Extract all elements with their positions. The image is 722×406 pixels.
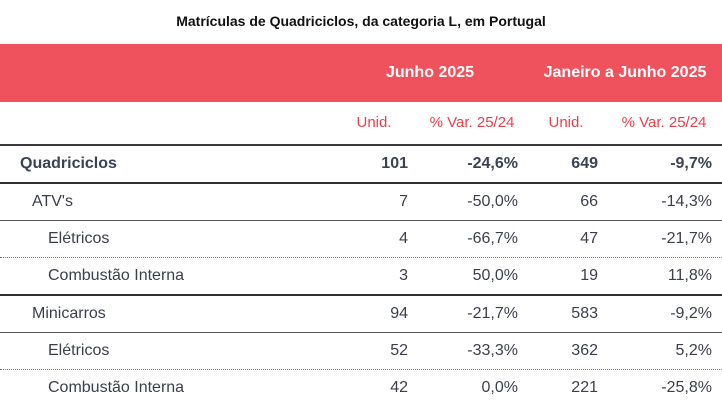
table-row-atv-combustao: Combustão Interna 3 50,0% 19 11,8% (0, 258, 722, 296)
row-label: Quadriciclos (20, 155, 117, 172)
cell-unid-june: 101 (381, 155, 408, 172)
cell-var-ytd: -25,8% (661, 379, 712, 396)
row-label: Combustão Interna (48, 379, 185, 396)
cell-unid-june: 42 (390, 379, 408, 396)
cell-unid-ytd: 649 (571, 155, 598, 172)
period-jan-june-2025: Janeiro a Junho 2025 (543, 64, 707, 81)
cell-unid-ytd: 47 (580, 230, 598, 247)
cell-unid-june: 94 (390, 305, 408, 322)
cell-var-ytd: -21,7% (661, 230, 712, 247)
cell-var-june: 50,0% (472, 267, 518, 284)
cell-var-ytd: -14,3% (661, 193, 712, 210)
cell-unid-ytd: 66 (580, 193, 598, 210)
cell-unid-june: 4 (399, 230, 408, 247)
cell-unid-ytd: 19 (580, 267, 598, 284)
col-unid-june: Unid. (356, 114, 392, 131)
cell-var-june: -21,7% (467, 305, 518, 322)
cell-var-june: -66,7% (467, 230, 518, 247)
cell-unid-ytd: 583 (571, 305, 598, 322)
cell-var-june: -50,0% (467, 193, 518, 210)
col-var-june: % Var. 25/24 (429, 114, 515, 131)
table-row-minicarros: Minicarros 94 -21,7% 583 -9,2% (0, 296, 722, 333)
period-header-band: Junho 2025 Janeiro a Junho 2025 (0, 44, 722, 102)
row-label: Elétricos (48, 342, 110, 359)
table-title: Matrículas de Quadriciclos, da categoria… (176, 13, 546, 29)
cell-unid-june: 3 (399, 267, 408, 284)
cell-var-june: -33,3% (467, 342, 518, 359)
col-unid-ytd: Unid. (548, 114, 584, 131)
column-subheader: Unid. % Var. 25/24 Unid. % Var. 25/24 (0, 102, 722, 146)
cell-unid-june: 52 (390, 342, 408, 359)
cell-var-june: 0,0% (481, 379, 518, 396)
table-row-atvs: ATV's 7 -50,0% 66 -14,3% (0, 184, 722, 221)
cell-var-ytd: 11,8% (667, 267, 712, 284)
cell-var-ytd: 5,2% (675, 342, 712, 359)
cell-unid-june: 7 (399, 193, 408, 210)
cell-var-june: -24,6% (467, 155, 518, 172)
row-label: ATV's (32, 193, 73, 210)
row-label: Minicarros (32, 305, 106, 322)
row-label: Combustão Interna (48, 267, 185, 284)
cell-unid-ytd: 362 (571, 342, 598, 359)
table-row-mini-combustao: Combustão Interna 42 0,0% 221 -25,8% (0, 370, 722, 406)
cell-var-ytd: -9,2% (670, 305, 712, 322)
table-row-atv-eletricos: Elétricos 4 -66,7% 47 -21,7% (0, 221, 722, 258)
cell-var-ytd: -9,7% (670, 155, 712, 172)
col-var-ytd: % Var. 25/24 (621, 114, 707, 131)
cell-unid-ytd: 221 (571, 379, 598, 396)
period-june-2025: Junho 2025 (385, 64, 475, 81)
table-row-quadriciclos: Quadriciclos 101 -24,6% 649 -9,7% (0, 146, 722, 184)
table-row-mini-eletricos: Elétricos 52 -33,3% 362 5,2% (0, 333, 722, 370)
row-label: Elétricos (48, 230, 110, 247)
